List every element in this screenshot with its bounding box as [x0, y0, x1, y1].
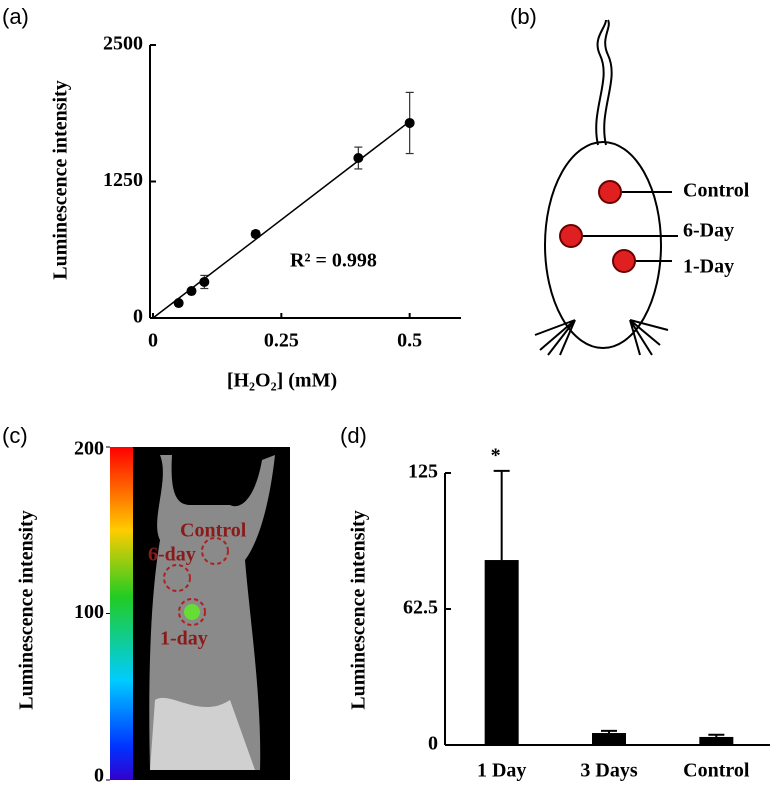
mouse-image — [149, 455, 275, 770]
x-axis-label: [H₂O₂] (mM) — [227, 370, 337, 392]
x-tick-label: 0.25 — [264, 330, 299, 352]
point — [173, 298, 184, 309]
point — [199, 276, 210, 287]
y-tick-label: 125 — [408, 461, 438, 483]
point — [353, 153, 364, 164]
y-tick-label: 0 — [428, 733, 438, 755]
x-tick-label: 1 Day — [477, 760, 526, 782]
image-label: 1-day — [160, 628, 208, 650]
panel-label: (d) — [340, 423, 367, 448]
y-tick-label: 0 — [133, 306, 143, 328]
point — [250, 229, 261, 240]
image-label: Control — [180, 520, 247, 542]
colorbar-tick-label: 200 — [74, 438, 104, 460]
x-tick-label: Control — [683, 760, 750, 782]
bar — [592, 733, 626, 745]
point — [186, 286, 197, 297]
x-tick-label: 0.5 — [397, 330, 422, 352]
roi — [163, 537, 229, 626]
panel-label: (b) — [510, 4, 537, 29]
diagram-label: 6-Day — [683, 220, 734, 242]
x-tick-label: 3 Days — [580, 760, 637, 782]
mouse-image — [150, 697, 255, 770]
annotation: R² = 0.998 — [290, 250, 377, 272]
image-label: 6-day — [148, 544, 196, 566]
signal — [184, 604, 200, 620]
bar — [699, 736, 734, 745]
panel-label: (c) — [2, 423, 28, 448]
y-tick-label: 1250 — [103, 169, 143, 191]
bar — [484, 560, 519, 745]
mouse-diagram — [534, 19, 678, 356]
y-tick-label: 2500 — [103, 33, 143, 55]
y-axis-label: Luminescence intensity — [348, 510, 370, 709]
fit-line — [152, 120, 411, 319]
diagram-label: 1-Day — [683, 256, 734, 278]
colorbar — [110, 447, 133, 780]
panel-label: (a) — [2, 4, 29, 29]
x-tick-label: 0 — [148, 330, 158, 352]
colorbar-label: Luminescence intensity — [16, 510, 38, 709]
y-tick-label: 62.5 — [403, 597, 438, 619]
point — [404, 117, 415, 128]
annotation: * — [491, 444, 501, 466]
dots — [559, 180, 636, 273]
colorbar-tick-label: 100 — [74, 601, 104, 623]
y-axis-label: Luminescence intensity — [50, 80, 72, 279]
colorbar-tick-label: 0 — [94, 765, 104, 787]
diagram-label: Control — [683, 180, 750, 202]
